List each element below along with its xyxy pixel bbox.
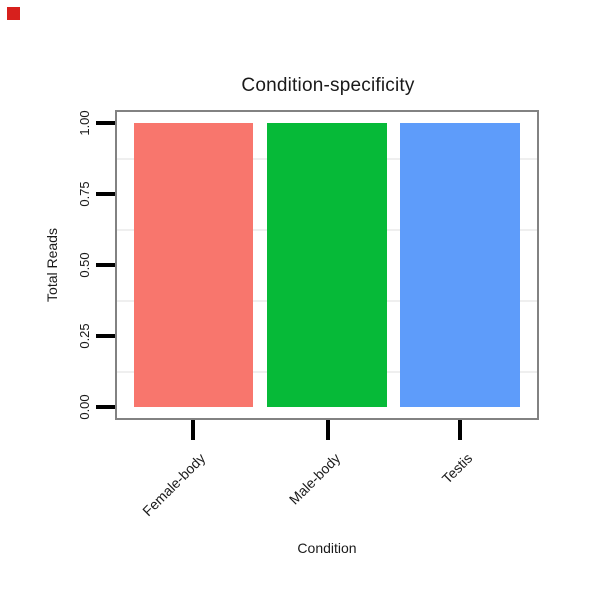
x-tick bbox=[326, 420, 330, 440]
y-tick bbox=[96, 121, 115, 125]
y-tick bbox=[96, 405, 115, 409]
y-tick-label: 1.00 bbox=[77, 110, 92, 136]
bar-testis bbox=[400, 123, 520, 407]
x-tick bbox=[191, 420, 195, 440]
x-tick bbox=[458, 420, 462, 440]
y-tick-label: 0.50 bbox=[77, 252, 92, 278]
x-tick-label: Testis bbox=[438, 450, 476, 487]
chart-title: Condition-specificity bbox=[241, 75, 415, 96]
y-tick bbox=[96, 263, 115, 267]
y-tick bbox=[96, 192, 115, 196]
x-axis-title: Condition bbox=[297, 540, 357, 556]
y-tick-label: 0.00 bbox=[77, 394, 92, 420]
bar-male-body bbox=[267, 123, 387, 407]
x-tick-label: Female-body bbox=[139, 450, 209, 520]
plot-panel bbox=[115, 110, 539, 420]
y-axis-title: Total Reads bbox=[44, 228, 60, 302]
y-tick-label: 0.25 bbox=[77, 323, 92, 349]
bar-female-body bbox=[134, 123, 253, 407]
red-marker-square bbox=[7, 7, 20, 20]
y-tick bbox=[96, 334, 115, 338]
y-tick-label: 0.75 bbox=[77, 181, 92, 207]
x-tick-label: Male-body bbox=[285, 450, 344, 508]
